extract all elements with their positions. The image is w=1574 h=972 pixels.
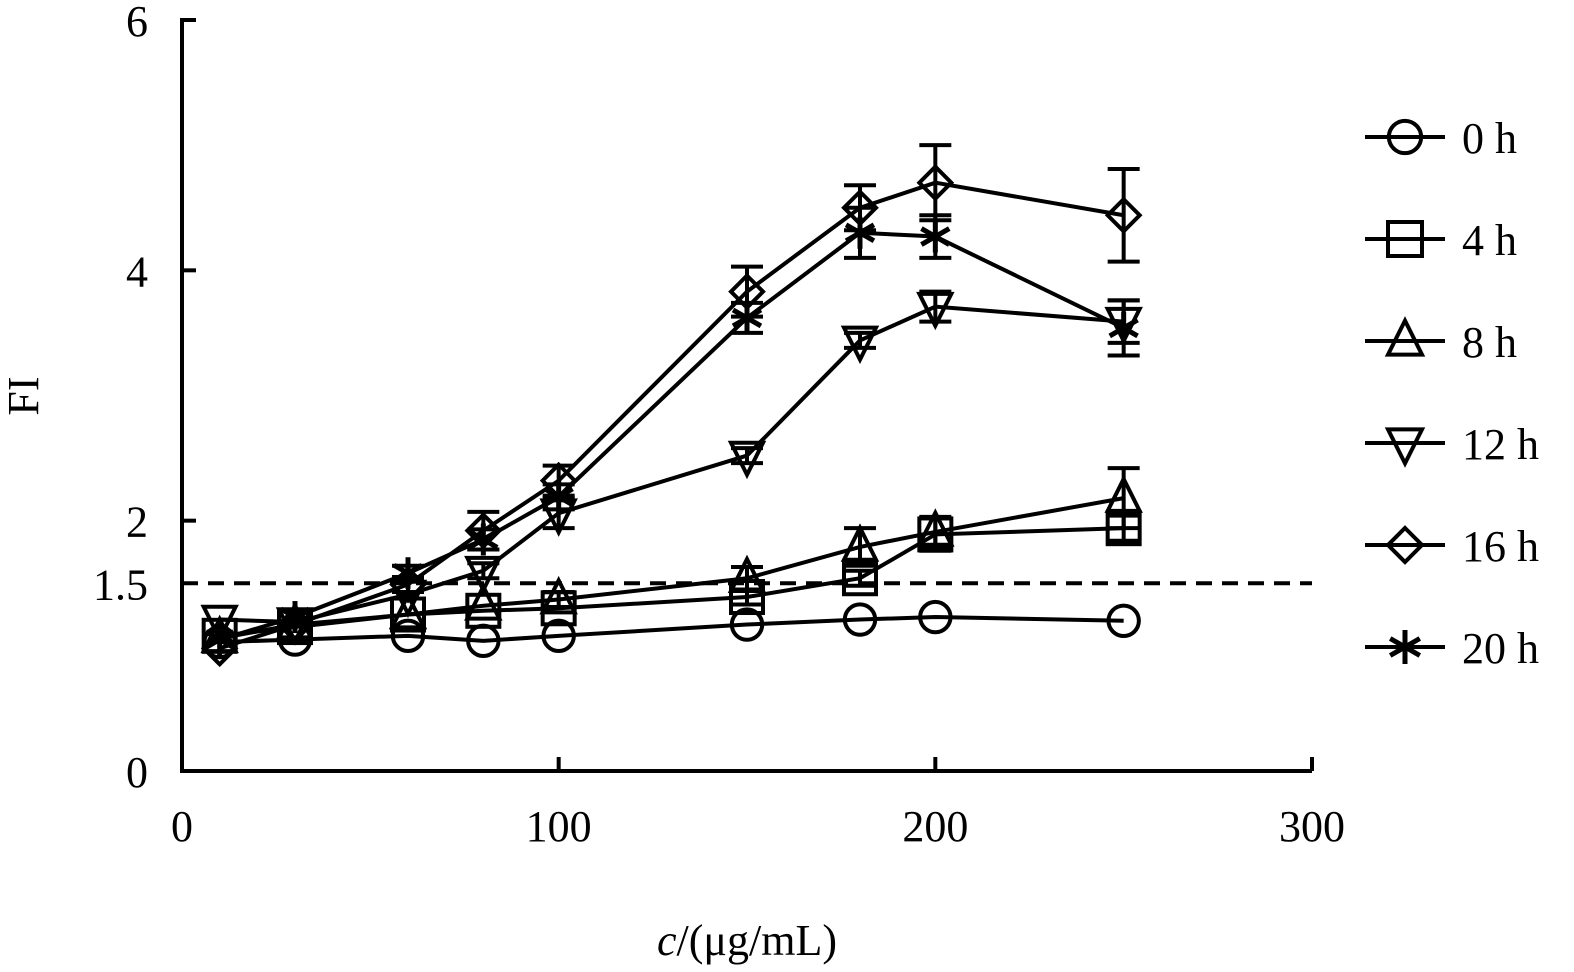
legend-label: 12 h <box>1462 420 1539 469</box>
x-axis-label-var: c <box>657 916 677 965</box>
legend-label: 16 h <box>1462 522 1539 571</box>
x-tick-label: 0 <box>171 802 193 851</box>
asterisk-marker <box>844 216 876 249</box>
x-tick-label: 300 <box>1279 802 1345 851</box>
square-marker <box>465 592 502 629</box>
asterisk-stroke <box>1108 317 1139 339</box>
y-tick-label: 1.5 <box>93 560 148 609</box>
series-line <box>219 615 1124 645</box>
circle-marker <box>918 599 953 635</box>
asterisk-stroke <box>543 486 574 508</box>
circle-marker <box>1386 118 1424 156</box>
y-axis-label: FI <box>0 376 48 415</box>
asterisk-marker <box>920 220 951 253</box>
series-20h <box>204 205 1140 656</box>
legend: 0 h 4 h 8 h 12 h 16 h 20 h <box>1365 114 1539 673</box>
triangle-up-marker <box>539 575 578 615</box>
circle-marker <box>541 618 576 654</box>
diamond-marker <box>1385 525 1425 565</box>
legend-item: 20 h <box>1365 624 1539 673</box>
series-line <box>219 230 1125 642</box>
triangle-down-marker <box>840 325 880 365</box>
series-12h <box>200 289 1143 646</box>
series-8h <box>200 466 1143 654</box>
triangle-up-marker <box>916 508 955 547</box>
triangle-up-marker <box>1104 474 1143 513</box>
asterisk-marker <box>204 623 235 656</box>
legend-item: 12 h <box>1365 420 1539 469</box>
x-tick-label: 200 <box>902 802 968 851</box>
x-axis-label-unit: /(μg/mL) <box>677 916 837 965</box>
triangle-down-marker <box>200 604 239 644</box>
legend-item: 16 h <box>1365 522 1539 571</box>
circle-marker <box>1106 603 1141 638</box>
triangle-down-marker <box>916 291 955 331</box>
asterisk-stroke <box>392 563 424 584</box>
asterisk-marker <box>1108 311 1139 344</box>
asterisk-stroke <box>920 226 951 247</box>
asterisk-stroke <box>844 222 876 243</box>
asterisk-stroke <box>279 606 311 628</box>
x-tick-label: 100 <box>526 802 592 851</box>
circle-marker <box>842 602 878 637</box>
asterisk-marker <box>392 557 424 590</box>
asterisk-stroke <box>204 629 235 650</box>
asterisk-marker <box>731 301 763 334</box>
diamond-marker <box>916 163 955 202</box>
triangle-up-marker <box>388 590 428 630</box>
triangle-up-marker <box>840 523 880 562</box>
y-tick-label: 6 <box>126 0 148 46</box>
asterisk-marker <box>468 523 499 556</box>
triangle-up-marker <box>464 582 503 621</box>
circle-marker <box>390 618 426 654</box>
triangle-up-marker <box>1384 316 1426 357</box>
asterisk-stroke <box>468 529 499 550</box>
triangle-down-marker <box>1384 427 1426 468</box>
triangle-down-marker <box>464 555 503 595</box>
asterisk-stroke <box>731 307 763 329</box>
plot-area: 0 100 200 300 0 1.5 2 4 6 <box>93 0 1345 851</box>
asterisk-marker <box>279 601 311 634</box>
legend-item: 4 h <box>1365 216 1517 265</box>
diamond-marker <box>1104 196 1143 235</box>
legend-label: 8 h <box>1462 318 1517 367</box>
legend-item: 8 h <box>1365 316 1517 367</box>
asterisk-marker <box>543 480 574 513</box>
legend-label: 4 h <box>1462 216 1517 265</box>
x-axis-label: c/(μg/mL) <box>657 916 837 965</box>
series-line <box>219 304 1124 625</box>
circle-marker <box>729 607 765 642</box>
asterisk-stroke <box>1388 636 1422 658</box>
square-marker <box>1386 220 1424 258</box>
y-tick-label: 0 <box>126 748 148 797</box>
asterisk-marker <box>1388 630 1422 664</box>
legend-label: 0 h <box>1462 114 1517 163</box>
triangle-down-marker <box>727 440 767 480</box>
triangle-up-marker <box>727 554 767 594</box>
y-tick-label: 4 <box>126 247 148 296</box>
legend-label: 20 h <box>1462 624 1539 673</box>
y-tick-label: 2 <box>126 498 148 547</box>
series-line <box>219 180 1125 651</box>
legend-item: 0 h <box>1365 114 1517 163</box>
